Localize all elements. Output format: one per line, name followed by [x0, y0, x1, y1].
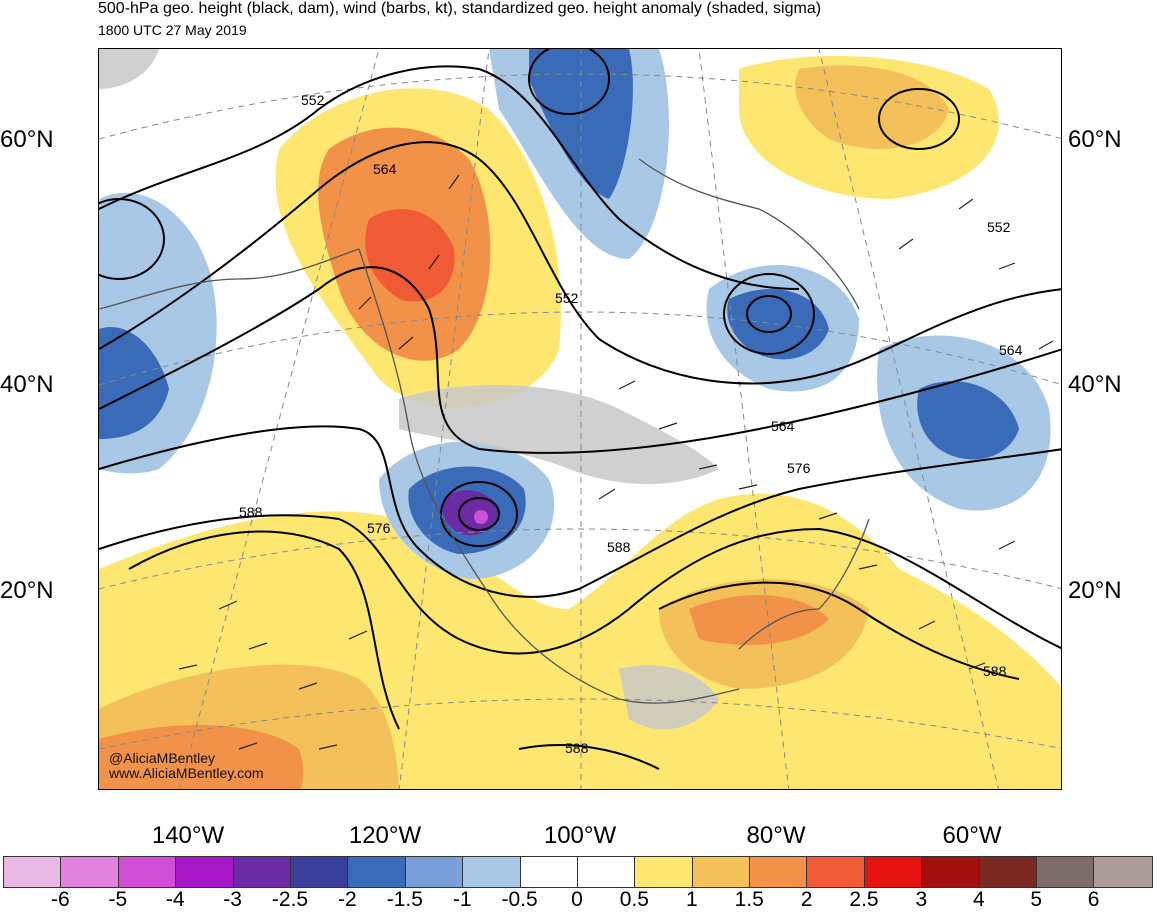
colorbar-tick-label: 2 [800, 888, 813, 911]
negative-anomaly-southwest-center [474, 510, 488, 524]
closed-low-northeast [723, 273, 815, 355]
contour-label: 588 [239, 504, 263, 520]
closed-low-pacific [99, 198, 165, 280]
colorbar-swatch [979, 857, 1038, 887]
colorbar-swatch [118, 857, 177, 887]
colorbar-tick-label: 1.5 [734, 888, 764, 911]
colorbar-tick-label: -6 [51, 888, 70, 911]
closed-low-hudson [528, 49, 610, 115]
colorbar-tick-label: 0 [571, 888, 583, 911]
coastlines [99, 158, 870, 704]
colorbar-swatch [61, 857, 119, 887]
contour-label: 552 [987, 219, 1011, 235]
negative-anomaly-pacific-low-core [99, 327, 169, 439]
negative-anomaly-southwest-core [442, 490, 499, 536]
contour-label: 588 [607, 539, 631, 555]
lon-label: 100°W [543, 822, 617, 849]
lon-label: 120°W [348, 822, 422, 849]
colorbar-swatch [348, 857, 406, 887]
lat-label-left: 60°N [0, 126, 54, 153]
map-panel: 552 564 552 552 564 564 576 588 576 588 … [98, 48, 1062, 790]
map-datetime: 1800 UTC 27 May 2019 [98, 22, 247, 38]
contour-label: 576 [787, 460, 811, 476]
colorbar-tick-label: 2.5 [849, 888, 879, 911]
colorbar-swatch [922, 857, 980, 887]
colorbar-swatch [233, 857, 291, 887]
colorbar-swatch [750, 857, 808, 887]
contour-label: 564 [999, 342, 1023, 358]
colorbar-tick-label: 1 [685, 888, 698, 911]
lat-label-left: 20°N [0, 577, 54, 604]
colorbar-tick-label: -1 [452, 888, 472, 911]
colorbar-tick-label: 4 [972, 888, 985, 911]
colorbar-swatch [864, 857, 923, 887]
contour-label: 576 [367, 520, 391, 536]
colorbar-swatch [635, 857, 693, 887]
colorbar-swatch [1037, 857, 1095, 887]
colorbar-swatch [577, 857, 636, 887]
colorbar-tick-label: 0.5 [619, 888, 649, 911]
lat-label-right: 60°N [1068, 126, 1122, 153]
colorbar-tick-label: 6 [1087, 888, 1100, 911]
colorbar-tick-label: 3 [915, 888, 928, 911]
credit-website: www.AliciaMBentley.com [109, 765, 264, 781]
credit-handle: @AliciaMBentley [109, 750, 216, 766]
colorbar-swatch [4, 857, 62, 887]
masked-terrain [99, 49, 719, 730]
colorbar [3, 856, 1153, 888]
negative-anomaly-atlantic-core [917, 381, 1019, 460]
closed-high-greenland [878, 88, 960, 150]
height-contours [99, 49, 1061, 770]
colorbar-swatch [176, 857, 234, 887]
contour-label: 552 [301, 92, 325, 108]
lon-label: 140°W [151, 822, 225, 849]
contour-label: 588 [565, 740, 589, 756]
colorbar-swatch [692, 857, 751, 887]
positive-anomaly-greenland-core [795, 65, 949, 149]
contour-label: 552 [555, 290, 579, 306]
negative-anomaly-hudson-core [529, 49, 633, 199]
colorbar-tick-label: -0.5 [501, 888, 538, 911]
colorbar-swatch [463, 857, 521, 887]
lat-label-left: 40°N [0, 371, 54, 398]
positive-anomaly-ridge-west-core [365, 209, 455, 302]
credit: @AliciaMBentley www.AliciaMBentley.com [109, 751, 264, 781]
contour-label: 564 [771, 418, 795, 434]
contour-label: 564 [373, 161, 397, 177]
lat-label-right: 40°N [1068, 371, 1122, 398]
colorbar-tick-label: -3 [223, 888, 242, 911]
colorbar-swatch [405, 857, 464, 887]
lon-label: 80°W [746, 822, 806, 849]
wind-barbs [178, 174, 1054, 750]
colorbar-swatch [290, 857, 349, 887]
contour-label: 588 [983, 663, 1007, 679]
map-canvas: 552 564 552 552 564 564 576 588 576 588 … [99, 49, 1061, 789]
colorbar-tick-label: 5 [1030, 888, 1043, 911]
lat-label-right: 20°N [1068, 577, 1122, 604]
colorbar-swatch [807, 857, 865, 887]
colorbar-tick-label: -1.5 [386, 888, 423, 911]
positive-anomaly-pacific-tropics-strong [99, 725, 304, 789]
closed-low-southwest [440, 481, 518, 547]
colorbar-tick-label: -2.5 [271, 888, 309, 911]
graticule [99, 49, 1061, 789]
colorbar-swatch [520, 857, 578, 887]
colorbar-tick-label: -4 [165, 888, 185, 911]
colorbar-swatch [1094, 857, 1152, 887]
lon-label: 60°W [942, 822, 1002, 849]
map-title: 500-hPa geo. height (black, dam), wind (… [98, 0, 822, 17]
colorbar-tick-label: -2 [338, 888, 357, 911]
positive-anomaly-gulf [689, 595, 829, 645]
colorbar-tick-label: -5 [108, 888, 128, 911]
contour-labels: 552 564 552 552 564 564 576 588 576 588 … [239, 92, 1023, 756]
